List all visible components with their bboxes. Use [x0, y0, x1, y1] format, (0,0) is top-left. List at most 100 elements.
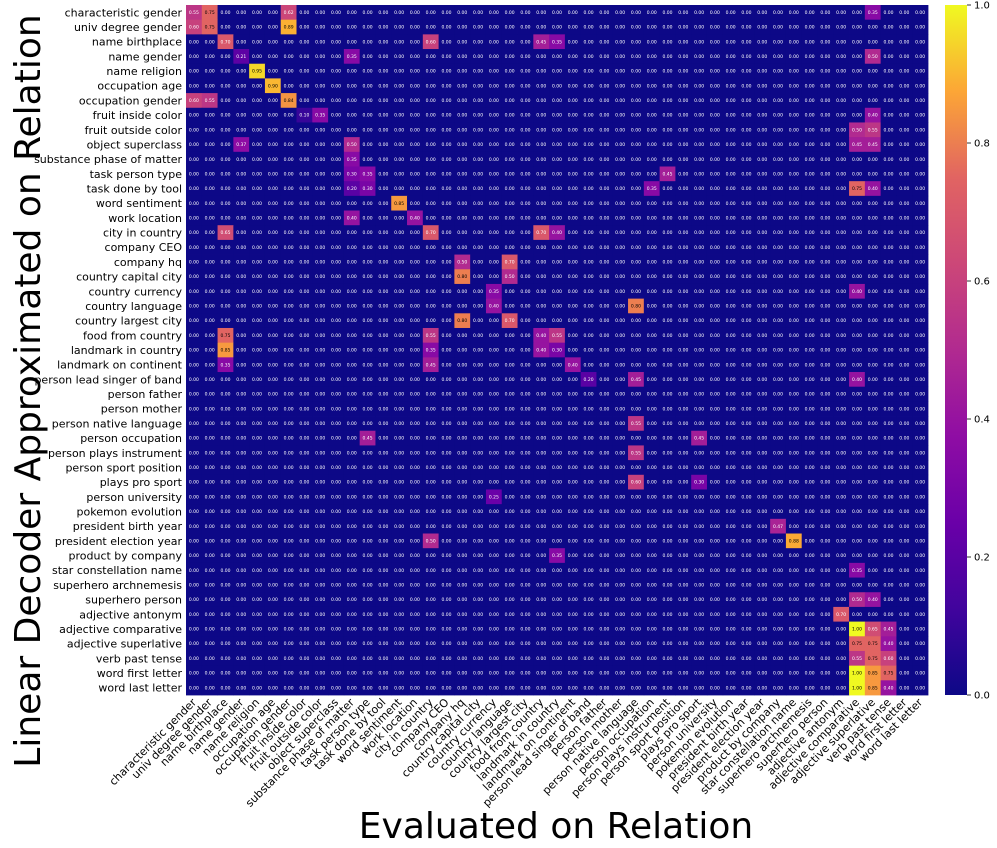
- heatmap-cell-value: 0.00: [552, 377, 562, 383]
- heatmap-cell-value: 0.00: [662, 348, 672, 354]
- heatmap-cell-value: 0.00: [805, 538, 815, 544]
- heatmap-cell-value: 0.00: [631, 83, 641, 89]
- heatmap-cell-value: 0.00: [615, 171, 625, 177]
- heatmap-cell-value: 0.00: [284, 671, 294, 677]
- heatmap-cell-value: 0.00: [489, 524, 499, 530]
- heatmap-cell-value: 0.00: [473, 597, 483, 603]
- heatmap-cell-value: 0.00: [520, 333, 530, 339]
- heatmap-cell: [912, 122, 929, 138]
- heatmap-cell: [785, 210, 803, 226]
- heatmap-cell-value: 0.00: [836, 98, 846, 104]
- heatmap-cell: [470, 34, 487, 50]
- heatmap-cell-value: 0.00: [299, 362, 309, 368]
- heatmap-cell: [738, 122, 755, 138]
- heatmap-cell-value: 0.00: [899, 612, 909, 618]
- heatmap-cell-value: 0.00: [457, 524, 467, 530]
- heatmap-cell: [912, 195, 929, 211]
- heatmap-cell-value: 0.00: [710, 157, 720, 163]
- heatmap-cell-value: 0.00: [820, 274, 830, 280]
- heatmap-cell-value: 0.00: [315, 260, 325, 266]
- heatmap-cell: [217, 107, 234, 123]
- heatmap-cell-value: 0.00: [378, 494, 388, 500]
- heatmap-cell: [706, 5, 724, 21]
- heatmap-cell-value: 0.00: [315, 127, 325, 133]
- heatmap-cell-value: 0.00: [805, 333, 815, 339]
- heatmap-cell-value: 0.00: [347, 494, 357, 500]
- heatmap-cell-value: 0.00: [189, 318, 199, 324]
- heatmap-cell-value: 0.00: [915, 142, 925, 148]
- heatmap-cell: [249, 63, 266, 79]
- heatmap-cell: [880, 49, 897, 65]
- heatmap-cell-value: 0.00: [899, 524, 909, 530]
- heatmap-cell-value: 0.00: [520, 186, 530, 192]
- heatmap-cell-value: 0.00: [568, 69, 578, 75]
- heatmap-cell: [912, 210, 929, 226]
- heatmap-cell: [738, 5, 755, 21]
- heatmap-cell: [706, 225, 724, 241]
- heatmap-cell-value: 0.00: [205, 245, 215, 251]
- heatmap-cell-value: 0.00: [584, 641, 594, 647]
- heatmap-cell-value: 0.00: [773, 260, 783, 266]
- heatmap-cell: [880, 34, 897, 50]
- heatmap-cell: [485, 283, 503, 300]
- heatmap-cell: [217, 181, 234, 197]
- heatmap-cell-value: 1.00: [852, 685, 862, 691]
- heatmap-cell-value: 0.00: [205, 69, 215, 75]
- heatmap-cell-value: 0.70: [836, 612, 846, 618]
- heatmap-cell-value: 0.00: [426, 685, 436, 691]
- heatmap-cell-value: 0.00: [284, 656, 294, 662]
- heatmap-cell: [328, 78, 345, 94]
- heatmap-cell-value: 0.00: [915, 69, 925, 75]
- heatmap-cell: [896, 122, 913, 138]
- heatmap-cell-value: 0.00: [899, 568, 909, 574]
- heatmap-cell-value: 0.00: [378, 318, 388, 324]
- heatmap-cell-value: 0.00: [189, 612, 199, 618]
- heatmap-cell-value: 0.00: [852, 480, 862, 486]
- heatmap-cell-value: 0.00: [268, 245, 278, 251]
- heatmap-cell: [864, 49, 882, 65]
- heatmap-cell-value: 0.00: [457, 39, 467, 45]
- heatmap-cell-value: 0.00: [631, 245, 641, 251]
- heatmap-cell-value: 0.00: [505, 25, 515, 31]
- heatmap-cell: [659, 78, 676, 94]
- heatmap-cell-value: 0.00: [189, 627, 199, 633]
- heatmap-cell-value: 0.00: [284, 524, 294, 530]
- heatmap-cell: [233, 225, 250, 241]
- heatmap-cell: [470, 181, 487, 197]
- heatmap-cell: [517, 313, 534, 329]
- heatmap-cell-value: 0.00: [268, 230, 278, 236]
- heatmap-cell-value: 0.00: [915, 39, 925, 45]
- heatmap-cell-value: 0.45: [694, 436, 704, 442]
- heatmap-cell-value: 0.00: [694, 494, 704, 500]
- heatmap-cell-value: 0.00: [552, 318, 562, 324]
- heatmap-cell: [612, 5, 629, 21]
- heatmap-cell-value: 0.00: [631, 392, 641, 398]
- heatmap-cell: [343, 5, 361, 21]
- heatmap-cell-value: 0.00: [836, 201, 846, 207]
- heatmap-cell: [738, 269, 755, 285]
- heatmap-cell-value: 0.00: [710, 171, 720, 177]
- heatmap-cell-value: 0.00: [520, 406, 530, 412]
- heatmap-cell-value: 0.00: [299, 260, 309, 266]
- heatmap-cell-value: 0.00: [568, 524, 578, 530]
- heatmap-cell-value: 0.00: [505, 157, 515, 163]
- heatmap-cell-value: 0.00: [852, 83, 862, 89]
- heatmap-cell-value: 0.00: [394, 304, 404, 310]
- heatmap-cell-value: 0.00: [505, 524, 515, 530]
- heatmap-cell-value: 0.00: [868, 406, 878, 412]
- heatmap-cell: [312, 195, 329, 211]
- heatmap-cell: [375, 151, 392, 167]
- heatmap-cell: [454, 107, 471, 123]
- heatmap-cell-value: 0.00: [252, 171, 262, 177]
- heatmap-cell: [691, 225, 708, 241]
- heatmap-cell: [422, 269, 439, 285]
- heatmap-cell-value: 0.00: [299, 274, 309, 280]
- heatmap-cell-value: 0.00: [647, 612, 657, 618]
- heatmap-cell-value: 0.00: [678, 230, 688, 236]
- heatmap-cell-value: 0.00: [473, 612, 483, 618]
- heatmap-cell-value: 0.00: [915, 186, 925, 192]
- heatmap-cell-value: 0.00: [520, 289, 530, 295]
- heatmap-cell-value: 0.00: [205, 582, 215, 588]
- heatmap-cell-value: 0.00: [252, 274, 262, 280]
- heatmap-cell: [533, 283, 550, 300]
